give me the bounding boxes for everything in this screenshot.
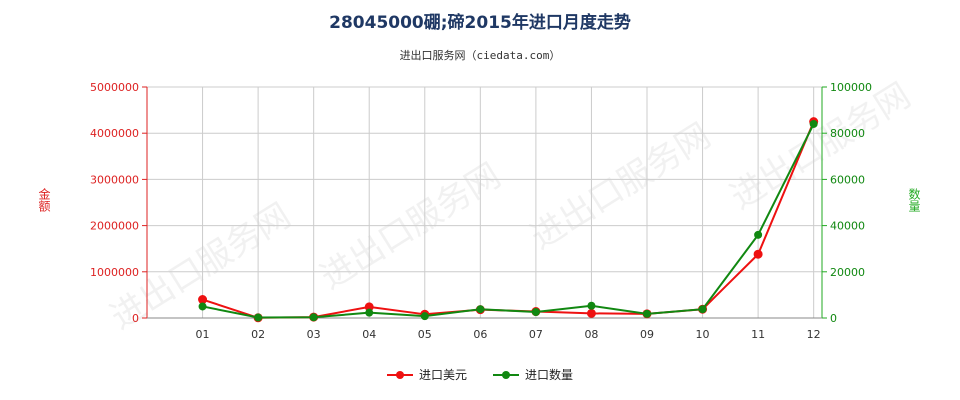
series-1-point [698,305,707,314]
series-1-point [531,307,540,316]
series-0-point [198,295,208,305]
x-tick-label: 09 [640,328,654,341]
x-tick-label: 04 [362,328,376,341]
legend-item-quantity[interactable]: 进口数量 [493,366,573,383]
legend-item-usd[interactable]: 进口美元 [386,366,467,383]
series-1-point [809,119,818,128]
legend-swatch-usd [386,370,413,380]
series-1-point [476,305,485,314]
watermark-text: 进出口服务网 [724,76,918,218]
watermark-text: 进出口服务网 [524,116,718,258]
x-tick-label: 11 [751,328,765,341]
legend-swatch-quantity [493,370,519,380]
series-1-point [309,313,318,322]
left-tick-label: 1000000 [90,266,139,279]
chart-title: 28045000硼;碲2015年进口月度走势 [329,13,631,33]
x-tick-label: 10 [696,328,710,341]
legend-label-usd: 进口美元 [418,368,467,382]
left-tick-label: 4000000 [90,127,139,140]
x-tick-label: 05 [418,328,432,341]
series-0-point [586,308,596,318]
right-axis-title: 数量 [907,188,921,212]
left-tick-label: 0 [132,312,139,325]
right-tick-label: 0 [830,312,837,325]
series-0-point [753,249,763,259]
series-1-point [587,301,596,310]
x-tick-label: 03 [307,328,321,341]
watermark-text: 进出口服务网 [314,156,508,298]
right-tick-label: 60000 [830,173,865,186]
series-1-point [754,230,763,239]
series-1-point [420,312,429,321]
left-tick-label: 5000000 [90,81,139,94]
series-1-point [198,302,207,311]
x-tick-label: 06 [473,328,487,341]
right-tick-label: 40000 [830,220,865,233]
left-axis-title: 金额 [37,188,51,212]
x-tick-label: 07 [529,328,543,341]
chart-legend: 进口美元 进口数量 [0,366,960,383]
series-line-0 [202,121,815,319]
chart-subtitle: 进出口服务网（ciedata.com） [399,49,561,62]
left-tick-label: 2000000 [90,220,139,233]
series-1-point [254,313,263,322]
series-line-1 [202,123,815,319]
x-tick-label: 01 [196,328,210,341]
x-tick-label: 12 [807,328,821,341]
watermark: 进出口服务网 进出口服务网 进出口服务网 进出口服务网 [104,76,918,338]
series-0-point [364,302,374,312]
left-tick-label: 3000000 [90,173,139,186]
x-tick-label: 08 [584,328,598,341]
x-tick-label: 02 [251,328,265,341]
series-1-point [643,309,651,318]
legend-label-quantity: 进口数量 [525,368,574,382]
right-tick-label: 100000 [830,81,872,94]
right-tick-label: 80000 [830,127,865,140]
right-tick-label: 20000 [830,266,865,279]
series-1-point [365,308,374,317]
